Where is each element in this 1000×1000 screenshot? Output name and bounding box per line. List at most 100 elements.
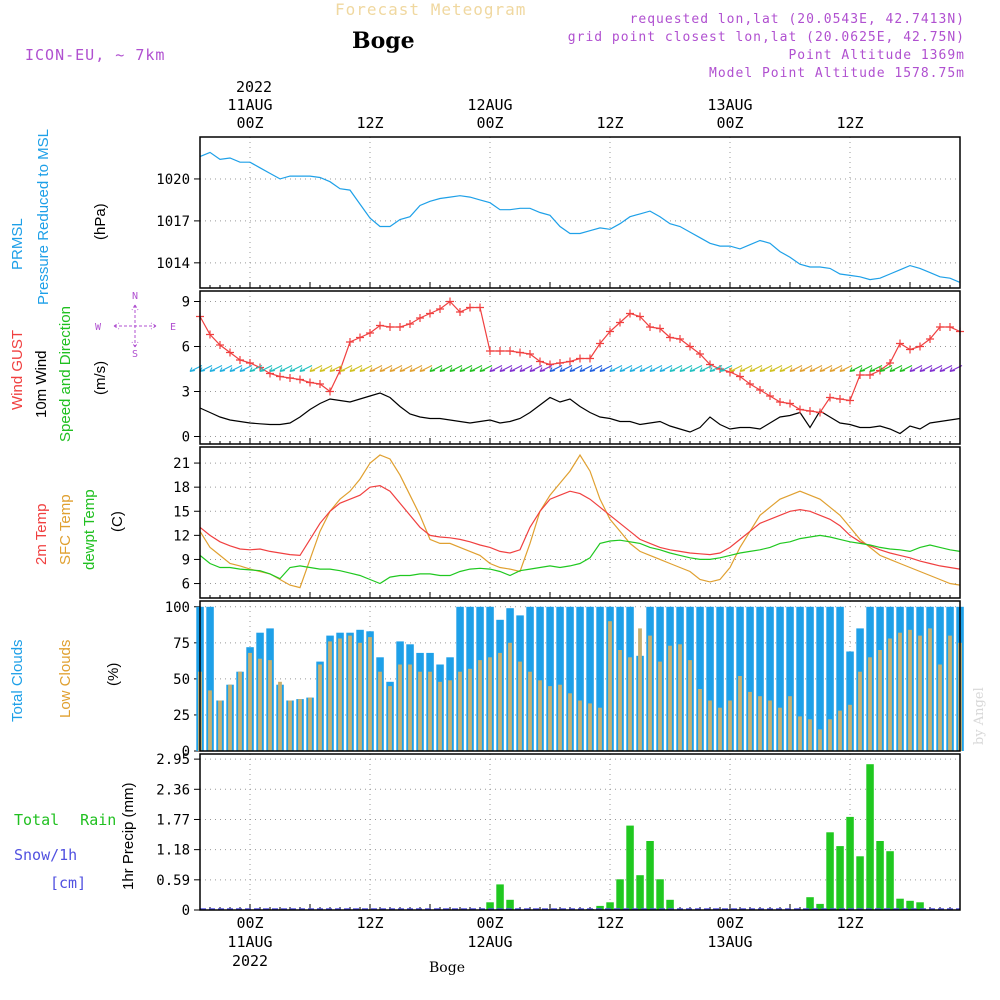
gust-point [906, 345, 914, 354]
low-cloud-bar [298, 699, 302, 751]
precip-unit: 1hr Precip (mm) [120, 782, 137, 890]
rain-bar [636, 875, 644, 910]
wind-direction-arrow [449, 365, 463, 373]
rain-bar [816, 903, 824, 910]
low-cloud-bar [768, 700, 772, 751]
rain-bar [856, 856, 864, 910]
precip-label-cm: [cm] [50, 874, 86, 892]
wind-unit: (m/s) [92, 361, 109, 395]
gust-point [406, 320, 414, 328]
wind-direction-arrow [319, 365, 333, 373]
wind-direction-arrow [579, 365, 593, 373]
rain-bar [806, 897, 814, 910]
low-cloud-bar [758, 696, 762, 751]
gust-point [626, 309, 634, 318]
compass-rose-icon [113, 304, 157, 348]
wind-direction-arrow [799, 365, 813, 373]
temp-ytick-label: 9 [182, 552, 190, 568]
wind-direction-arrow [819, 365, 833, 373]
wind-direction-arrow [869, 365, 883, 373]
gust-point [296, 375, 304, 384]
low-cloud-bar [538, 680, 542, 751]
rain-bar [656, 879, 664, 910]
temp-ytick-label: 18 [173, 480, 190, 496]
wind-direction-arrow [669, 365, 683, 373]
gust-point [276, 372, 284, 381]
precip-label-rain: Total Rain [14, 811, 116, 829]
compass-east: E [170, 322, 176, 333]
wind-direction-arrow [569, 365, 583, 373]
gust-point [456, 308, 464, 316]
low-cloud-bar [838, 710, 842, 751]
wind-direction-arrow [429, 365, 443, 373]
low-cloud-bar [358, 642, 362, 751]
top-hour-label: 12Z [596, 114, 623, 132]
gust-point [886, 359, 894, 367]
precip-ytick-label: 0.59 [156, 873, 190, 889]
wind-direction-arrow [729, 365, 743, 373]
low-cloud-bar [738, 676, 742, 751]
low-cloud-bar [558, 684, 562, 751]
pressure-frame [199, 136, 961, 289]
total-cloud-bar [546, 606, 554, 751]
gust-point [496, 347, 504, 355]
wind-frame [199, 290, 961, 445]
compass-south: S [132, 349, 138, 360]
wind-direction-arrow [349, 365, 363, 373]
rain-bar [616, 879, 624, 910]
low-cloud-bar [328, 641, 332, 751]
gust-point [646, 323, 654, 331]
location-title: Boge [352, 28, 415, 54]
total-cloud-bar [806, 606, 814, 751]
low-cloud-bar [888, 638, 892, 751]
wind-label-3: Speed and Direction [57, 306, 74, 442]
wind-direction-arrow [659, 365, 673, 373]
clouds-frame [199, 600, 961, 752]
low-cloud-bar [798, 716, 802, 751]
wind-direction-arrow [269, 365, 283, 373]
temp-ytick-label: 12 [173, 528, 190, 544]
gust-point [286, 374, 294, 382]
pressure-unit: (hPa) [92, 203, 109, 240]
wind-direction-arrow [809, 365, 823, 373]
gust-point [326, 387, 334, 396]
low-cloud-bar [748, 691, 752, 751]
wind-label-1: Wind GUST [9, 330, 26, 410]
precip-panel: 0 0.59 1.18 1.77 2.36 2.95 [156, 752, 961, 919]
low-cloud-bar [808, 719, 812, 751]
gust-point [246, 359, 254, 367]
wind-direction-arrow [359, 365, 373, 373]
wind-direction-arrow [679, 365, 693, 373]
wind-direction-arrow [239, 365, 253, 373]
wind-direction-arrow [229, 365, 243, 373]
wind-direction-arrow [939, 365, 953, 373]
wind-direction-arrow [689, 365, 703, 373]
gust-point [746, 380, 754, 388]
precip-label-snow: Snow/1h [14, 846, 77, 864]
gust-point [216, 341, 224, 349]
low-cloud-bar [448, 680, 452, 751]
wind-series-line [199, 392, 961, 435]
compass-north: N [132, 291, 138, 302]
pressure-label-2: Pressure Reduced to MSL [35, 129, 52, 305]
low-cloud-bar [638, 628, 642, 751]
gust-point [576, 354, 584, 363]
gust-point [916, 342, 924, 351]
pressure-ytick-label: 1014 [156, 256, 190, 272]
gust-point [816, 408, 824, 417]
wind-direction-arrow [749, 365, 763, 373]
low-cloud-bar [658, 661, 662, 751]
point-altitude: Point Altitude 1369m [788, 48, 965, 63]
wind-ytick-label: 0 [182, 430, 190, 446]
rain-bar [866, 764, 874, 910]
low-cloud-bar [698, 689, 702, 751]
low-cloud-bar [608, 621, 612, 751]
wind-ytick-label: 6 [182, 340, 190, 356]
gust-point [596, 339, 604, 348]
low-cloud-bar [498, 652, 502, 751]
low-cloud-bar [268, 660, 272, 751]
gust-point [686, 342, 694, 351]
clouds-label-1: Total Clouds [9, 639, 26, 722]
total-cloud-bar [576, 606, 584, 751]
